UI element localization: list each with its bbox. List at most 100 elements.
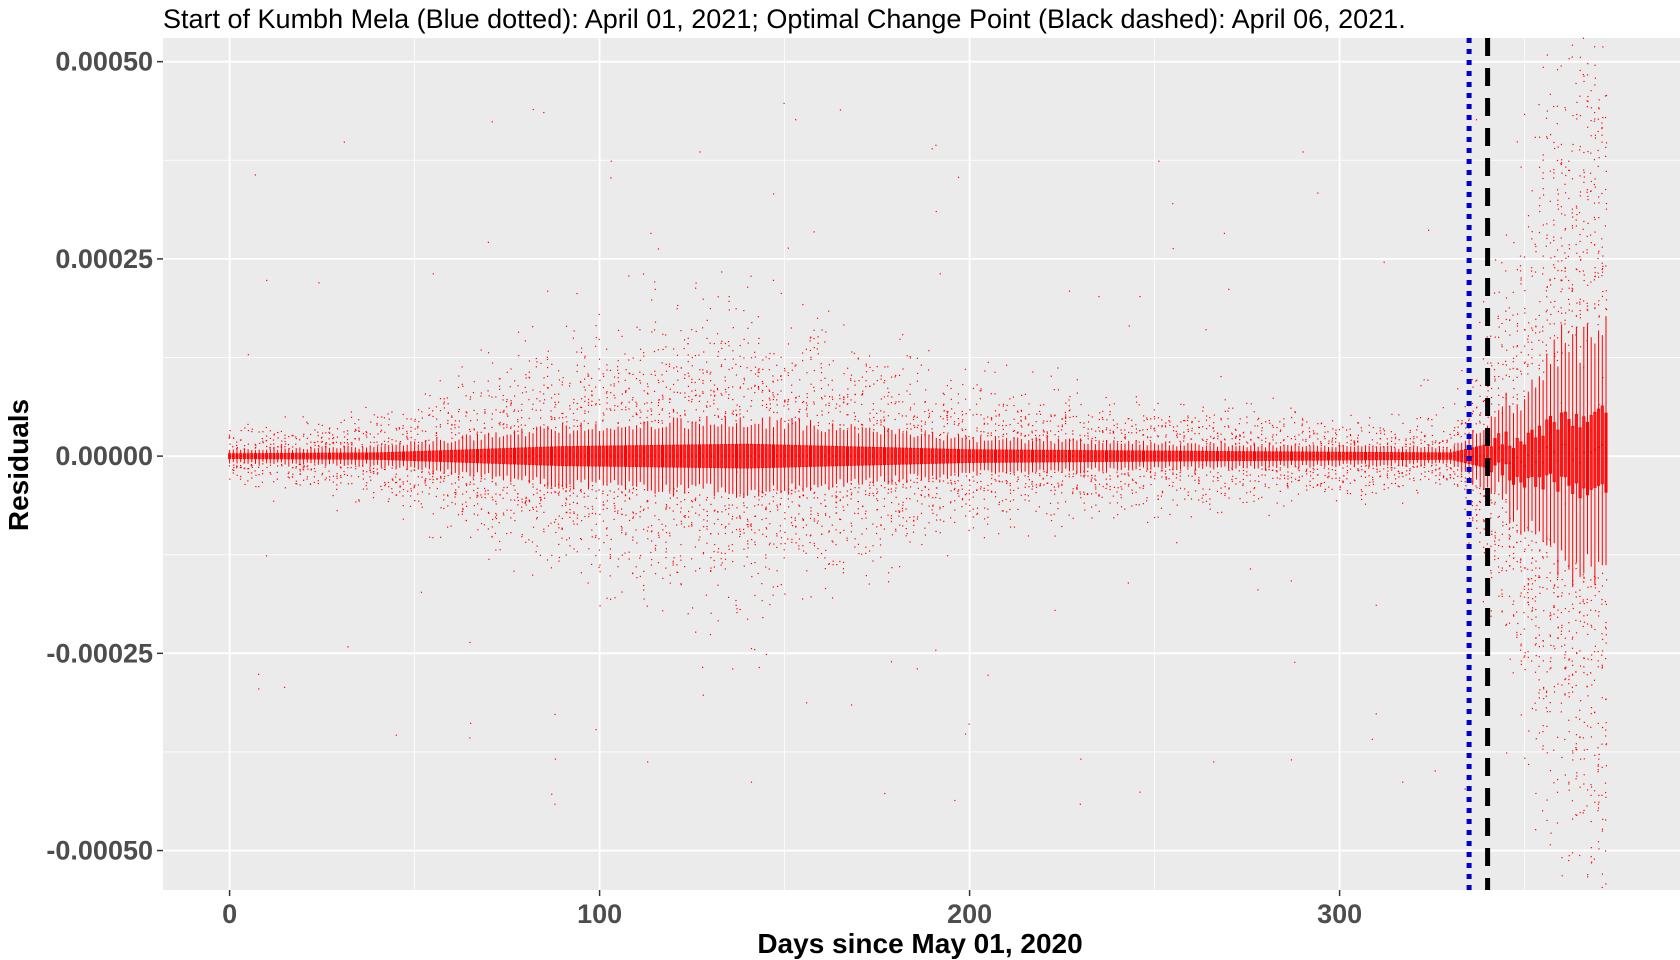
outlier-point xyxy=(350,466,352,469)
outlier-point xyxy=(362,478,364,480)
outlier-point xyxy=(295,438,297,440)
outlier-point xyxy=(1317,484,1319,486)
outlier-point xyxy=(313,476,315,478)
outlier-point xyxy=(1501,567,1504,569)
outlier-point xyxy=(1601,697,1603,699)
outlier-point xyxy=(784,370,786,372)
outlier-point xyxy=(939,479,941,481)
outlier-point xyxy=(470,420,472,422)
outlier-point xyxy=(761,380,764,383)
outlier-point xyxy=(1265,468,1267,470)
outlier-point xyxy=(743,396,745,398)
outlier-point xyxy=(994,436,996,438)
outlier-point xyxy=(1594,754,1596,757)
outlier-point xyxy=(258,474,260,476)
outlier-point xyxy=(854,538,856,540)
outlier-point xyxy=(901,510,904,512)
outlier-point xyxy=(1364,471,1366,473)
outlier-point xyxy=(1360,427,1362,429)
outlier-point xyxy=(1471,504,1473,507)
outlier-point xyxy=(639,511,641,513)
outlier-point xyxy=(587,373,589,375)
outlier-point xyxy=(1242,501,1244,504)
outlier-point xyxy=(802,495,805,497)
outlier-point xyxy=(1528,763,1530,766)
outlier-point xyxy=(851,351,853,353)
outlier-point xyxy=(491,426,493,429)
outlier-point xyxy=(783,557,785,559)
outlier-point xyxy=(1017,431,1019,433)
outlier-point xyxy=(1139,487,1141,489)
outlier-point xyxy=(529,509,531,512)
outlier-point xyxy=(1509,334,1511,336)
outlier-point xyxy=(1165,422,1167,424)
outlier-point xyxy=(1258,417,1260,419)
outlier-point xyxy=(679,555,682,557)
outlier-point xyxy=(806,396,808,399)
outlier-point xyxy=(776,492,778,494)
outlier-point xyxy=(928,522,930,524)
outlier-point xyxy=(1198,480,1200,482)
outlier-point xyxy=(1024,393,1026,395)
outlier-point xyxy=(850,488,852,491)
outlier-point xyxy=(654,288,656,290)
outlier-point xyxy=(695,287,697,289)
outlier-point xyxy=(284,487,286,489)
outlier-point xyxy=(417,433,419,435)
outlier-point xyxy=(847,388,849,390)
outlier-point xyxy=(1138,504,1140,506)
outlier-point xyxy=(672,411,675,413)
outlier-point xyxy=(799,496,801,498)
outlier-point xyxy=(739,386,742,388)
outlier-point xyxy=(1594,111,1596,114)
outlier-point xyxy=(439,409,442,412)
outlier-point xyxy=(273,433,275,435)
outlier-point xyxy=(1406,470,1408,472)
outlier-point xyxy=(510,427,512,429)
outlier-point xyxy=(1009,526,1012,528)
outlier-point xyxy=(1568,789,1570,791)
outlier-point xyxy=(1194,417,1196,419)
outlier-point xyxy=(935,210,937,213)
outlier-point xyxy=(1020,420,1022,422)
outlier-point xyxy=(943,425,945,428)
outlier-point xyxy=(472,477,474,479)
outlier-point xyxy=(528,377,531,379)
outlier-point xyxy=(399,486,401,488)
outlier-point xyxy=(694,499,697,502)
outlier-point xyxy=(1531,362,1533,365)
outlier-point xyxy=(273,481,275,483)
outlier-point xyxy=(902,483,904,486)
outlier-point xyxy=(1568,719,1570,721)
outlier-point xyxy=(1491,365,1493,367)
outlier-point xyxy=(747,520,749,522)
outlier-point xyxy=(491,536,493,538)
outlier-point xyxy=(732,410,734,412)
outlier-point xyxy=(391,491,393,494)
outlier-point xyxy=(1468,542,1470,544)
outlier-point xyxy=(1546,223,1548,225)
outlier-point xyxy=(273,443,275,445)
outlier-point xyxy=(847,393,849,396)
outlier-point xyxy=(514,520,516,522)
outlier-point xyxy=(454,434,457,436)
outlier-point xyxy=(669,582,671,584)
outlier-point xyxy=(1398,439,1400,441)
outlier-point xyxy=(1427,229,1430,231)
outlier-point xyxy=(920,512,923,515)
outlier-point xyxy=(1542,810,1544,812)
outlier-point xyxy=(354,430,356,432)
outlier-point xyxy=(1179,472,1181,474)
outlier-point xyxy=(1564,585,1566,587)
outlier-point xyxy=(251,472,253,474)
outlier-point xyxy=(1275,442,1277,444)
outlier-point xyxy=(1565,109,1567,111)
outlier-point xyxy=(1476,520,1478,522)
outlier-point xyxy=(328,438,330,440)
outlier-point xyxy=(414,484,416,486)
outlier-point xyxy=(842,506,844,508)
outlier-point xyxy=(1131,432,1133,434)
outlier-point xyxy=(340,476,342,479)
outlier-point xyxy=(879,544,882,546)
outlier-point xyxy=(647,526,649,528)
